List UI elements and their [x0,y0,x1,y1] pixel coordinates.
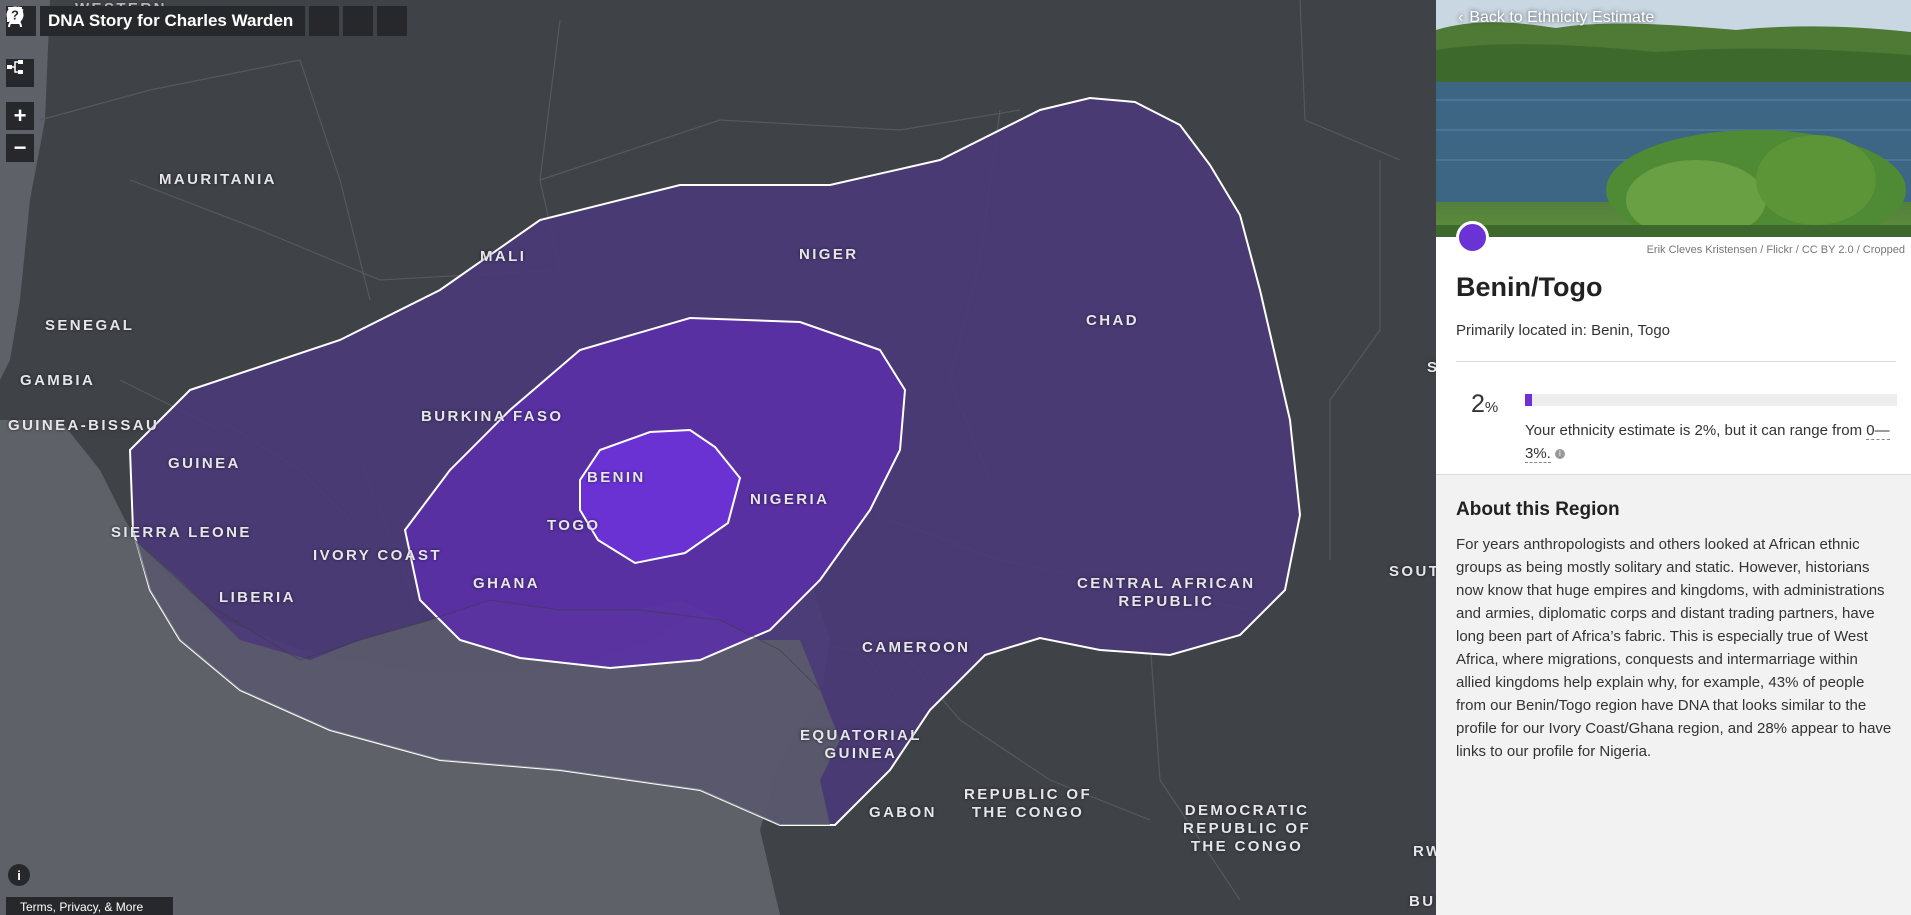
located-prefix: Primarily located in: [1456,322,1587,339]
map-label-democratic-republic-of-the-congo: DEMOCRATIC REPUBLIC OF THE CONGO [1183,802,1312,855]
region-panel: ‹ Back to Ethnicity Estimate Erik Cleves… [1436,0,1911,915]
map-label-gabon: GABON [869,804,937,821]
map-label-ghana: GHANA [473,575,540,592]
photo-credit-note: / Cropped [1856,244,1905,256]
located-in: Primarily located in: Benin, Togo [1456,322,1670,339]
info-icon: i [17,867,21,883]
story-title: DNA Story for Charles Warden [40,6,306,36]
help-button[interactable]: ? [6,6,408,36]
zoom-out-button[interactable]: − [6,134,34,162]
map-label-s-partial: S [1427,359,1436,376]
back-to-ethnicity-link[interactable]: ‹ Back to Ethnicity Estimate [1458,9,1654,27]
ocean [0,420,830,915]
about-region-section: About this Region For years anthropologi… [1436,474,1911,915]
map-label-central-african-republic: CENTRAL AFRICAN REPUBLIC [1077,575,1256,610]
region-color-dot [1456,221,1489,254]
map-label-niger: NIGER [799,246,859,263]
share-button[interactable] [7,6,340,36]
map-label-sierra-leone: SIERRA LEONE [111,524,252,541]
chevron-left-icon: ‹ [1458,9,1464,26]
map-label-sout-partial: SOUT [1389,563,1436,580]
print-button[interactable] [7,6,374,36]
photo-scenery [1436,0,1911,237]
minus-icon: − [13,135,27,160]
map-label-mali: MALI [480,248,527,265]
region-core-boundary [579,428,742,565]
map-label-cameroon: CAMEROON [862,639,971,656]
atlantic-west [0,0,50,380]
map-label-republic-of-the-congo: REPUBLIC OF THE CONGO [964,786,1093,821]
top-bar: DNA Story for Charles Warden ? [6,6,408,36]
map-label-benin: BENIN [587,469,646,486]
map-label-togo: TOGO [547,517,601,534]
estimate-range-text: Your ethnicity estimate is 2%, but it ca… [1525,422,1890,463]
map-svg [0,0,1401,915]
map-label-senegal: SENEGAL [45,317,135,334]
map-label-ivory-coast: IVORY COAST [313,547,442,564]
map[interactable]: WESTERN SAHARA MAURITANIA MALI NIGER CHA… [0,0,1436,915]
map-label-bu-partial: BU [1409,893,1436,910]
help-icon: ? [6,6,24,24]
estimate-range-value[interactable]: 0—3%. [1525,422,1890,463]
svg-text:?: ? [11,8,19,23]
plus-icon: + [13,103,27,128]
region-title: Benin/Togo [1456,272,1603,302]
photo-credit-author[interactable]: Erik Cleves Kristensen / Flickr / [1646,244,1799,256]
photo-credit: Erik Cleves Kristensen / Flickr / CC BY … [1647,244,1905,256]
about-title: About this Region [1456,499,1620,520]
zoom-in-button[interactable]: + [6,102,34,130]
back-link-label: Back to Ethnicity Estimate [1469,9,1655,26]
map-info-button[interactable]: i [8,864,30,886]
map-label-guinea: GUINEA [168,455,241,472]
map-label-burkina-faso: BURKINA FASO [421,408,564,425]
divider [1456,361,1896,362]
range-info-icon[interactable]: i [1554,449,1565,459]
map-label-liberia: LIBERIA [219,589,296,606]
map-label-nigeria: NIGERIA [750,491,830,508]
terms-link[interactable]: Terms, Privacy, & More [6,897,173,915]
located-places: Benin, Togo [1591,322,1671,339]
estimate-bar [1525,394,1897,406]
photo-credit-license[interactable]: CC BY 2.0 [1801,244,1854,256]
map-label-guinea-bissau: GUINEA-BISSAU [8,417,160,434]
map-label-equatorial-guinea: EQUATORIAL GUINEA [800,727,922,762]
map-label-mauritania: MAURITANIA [159,171,277,188]
tree-icon [7,60,23,74]
map-label-chad: CHAD [1086,312,1139,329]
coastline [134,539,821,691]
estimate-bar-fill [1525,394,1533,406]
about-body: For years anthropologists and others loo… [1456,536,1892,760]
map-label-gambia: GAMBIA [20,372,96,389]
map-label-rw-partial: RW [1413,843,1436,860]
region-photo: ‹ Back to Ethnicity Estimate [1436,0,1911,237]
estimate-percent: 2% [1471,390,1499,418]
tree-view-button[interactable] [6,59,34,87]
